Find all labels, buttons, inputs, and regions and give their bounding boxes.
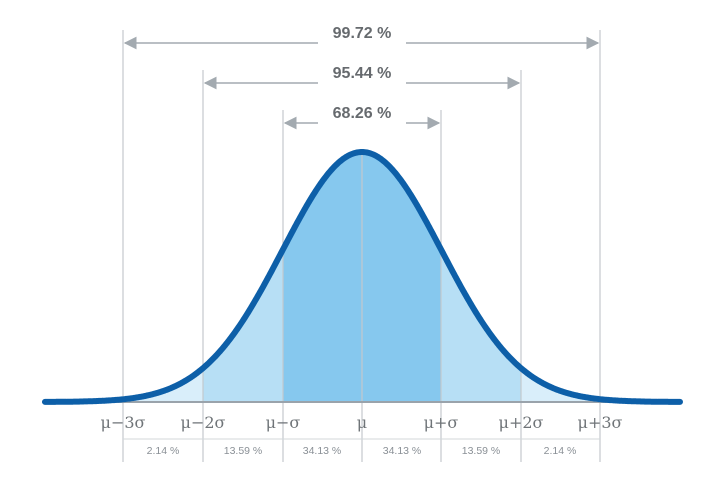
coverage-label-1sigma: 68.26 %: [333, 105, 392, 122]
sigma-guide-lines: [122, 30, 601, 462]
axis-label-minus-2sigma: μ−2σ: [181, 413, 226, 432]
band-label-0-to-plus-1-sigma: 34.13 %: [383, 445, 422, 457]
axis-label-minus-1sigma: μ−σ: [266, 413, 301, 432]
band-percentages: 2.14 % 13.59 % 34.13 % 34.13 % 13.59 % 2…: [123, 438, 600, 457]
axis-label-plus-3sigma: μ+3σ: [578, 413, 623, 432]
axis-label-plus-1sigma: μ+σ: [424, 413, 459, 432]
band-label-minus-1-to-0-sigma: 34.13 %: [303, 445, 342, 457]
axis-label-mean: μ: [357, 413, 367, 432]
band-label-minus-3-to-2-sigma: 2.14 %: [147, 445, 180, 457]
band-label-plus-1-to-2-sigma: 13.59 %: [462, 445, 501, 457]
coverage-label-3sigma: 99.72 %: [333, 25, 392, 42]
axis-label-minus-3sigma: μ−3σ: [101, 413, 146, 432]
bell-curve: [42, 149, 683, 405]
axis-label-plus-2sigma: μ+2σ: [499, 413, 544, 432]
coverage-label-2sigma: 95.44 %: [333, 65, 392, 82]
band-label-minus-2-to-1-sigma: 13.59 %: [224, 445, 263, 457]
axis-labels: μ−3σ μ−2σ μ−σ μ μ+σ μ+2σ μ+3σ: [101, 413, 623, 432]
coverage-labels: 99.72 % 95.44 % 68.26 %: [318, 22, 406, 124]
band-label-plus-2-to-3-sigma: 2.14 %: [544, 445, 577, 457]
